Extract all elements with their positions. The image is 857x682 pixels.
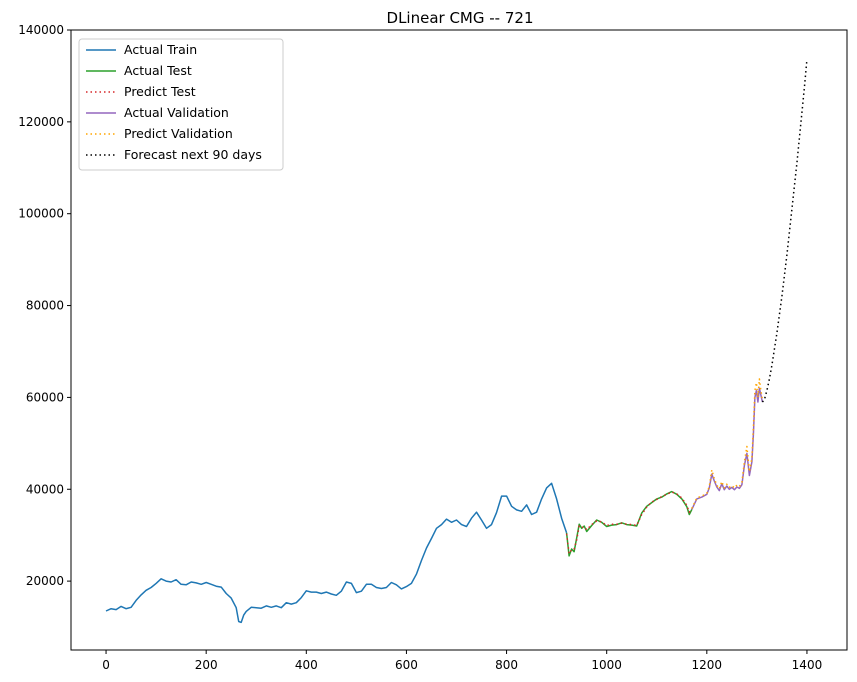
legend-items: Actual Train Actual Test Predict Test Actua… [86, 42, 262, 162]
x-tick-label: 400 [295, 658, 318, 672]
legend-label-2: Actual Test [124, 63, 192, 78]
y-tick-label: 120000 [18, 115, 64, 129]
legend-box [78, 38, 284, 171]
x-tick-label: 200 [195, 658, 218, 672]
legend-label-3: Predict Test [124, 84, 196, 99]
series-line-1 [105, 482, 568, 624]
x-tick-label: 0 [102, 658, 110, 672]
x-tick-label: 800 [495, 658, 518, 672]
series-layer [105, 59, 808, 624]
legend: Actual Train Actual Test Predict Test Actua… [78, 38, 284, 171]
y-tick-label: 20000 [26, 574, 64, 588]
x-tick-label: 1200 [692, 658, 723, 672]
chart-title: DLinear CMG -- 721 [387, 9, 534, 27]
series-line-4 [691, 387, 764, 510]
legend-label-1: Actual Train [124, 42, 197, 57]
series-line-5 [691, 378, 764, 509]
y-tick-label: 60000 [26, 390, 64, 404]
x-tick-label: 1400 [792, 658, 823, 672]
series-line-3 [565, 491, 693, 555]
legend-label-4: Actual Validation [124, 105, 229, 120]
axes-layer: 0 200 400 600 800 1000 1200 1400 20000 40000 60000… [18, 23, 822, 672]
plot-frame [70, 29, 848, 651]
y-tick-label: 100000 [18, 207, 64, 221]
x-tick-label: 600 [395, 658, 418, 672]
y-tick-label: 80000 [26, 299, 64, 313]
legend-label-5: Predict Validation [124, 126, 233, 141]
y-tick-label: 40000 [26, 482, 64, 496]
x-tick-label: 1000 [591, 658, 622, 672]
y-tick-label: 140000 [18, 23, 64, 37]
legend-label-6: Forecast next 90 days [124, 147, 262, 162]
